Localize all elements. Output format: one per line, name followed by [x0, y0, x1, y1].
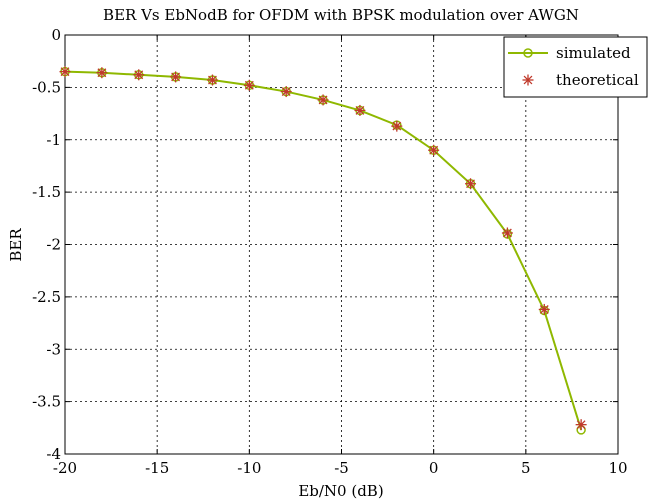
- legend-theoretical-marker: [522, 74, 534, 86]
- y-tick-label: -0.5: [32, 78, 61, 96]
- x-tick-label: -5: [334, 459, 349, 477]
- axis-ticks: -20 -15 -10 -5 0 5 10 0 -0.5 -1 -1.5 -2 -2.5 -3 -3.5 -4: [32, 26, 627, 477]
- legend-simulated-label: simulated: [556, 44, 631, 62]
- legend-simulated-marker: [523, 48, 533, 58]
- series-theoretical-point: [354, 104, 366, 116]
- x-tick-label: 10: [608, 459, 627, 477]
- series-theoretical-point: [59, 66, 71, 78]
- legend-theoretical-label: theoretical: [556, 71, 639, 89]
- x-tick-label: -10: [237, 459, 261, 477]
- x-tick-label: 0: [429, 459, 439, 477]
- y-tick-label: 0: [51, 26, 61, 44]
- legend: simulated theoretical: [503, 36, 648, 98]
- y-axis-label: BER: [7, 228, 25, 262]
- series-theoretical-point: [428, 144, 440, 156]
- x-tick-label: -15: [145, 459, 169, 477]
- legend-theoretical-asterisk: [522, 74, 534, 86]
- x-axis-label: Eb/N0 (dB): [298, 482, 383, 499]
- series-theoretical-point: [133, 69, 145, 81]
- series-theoretical-point: [501, 227, 513, 239]
- y-tick-label: -3.5: [32, 393, 61, 411]
- x-tick-label: -20: [53, 459, 77, 477]
- grid: [65, 35, 618, 454]
- series-theoretical-point: [280, 86, 292, 98]
- legend-box: [503, 36, 648, 98]
- series-theoretical-point: [96, 67, 108, 79]
- y-tick-label: -4: [46, 445, 61, 463]
- y-tick-label: -1.5: [32, 183, 61, 201]
- y-tick-label: -1: [46, 131, 61, 149]
- series-theoretical-point: [538, 303, 550, 315]
- y-tick-label: -2: [46, 236, 61, 254]
- series-theoretical-point: [317, 94, 329, 106]
- series-theoretical-point: [243, 79, 255, 91]
- series-layer: [59, 66, 587, 435]
- y-tick-label: -2.5: [32, 288, 61, 306]
- series-theoretical-point: [170, 71, 182, 83]
- series-theoretical-point: [391, 120, 403, 132]
- y-tick-label: -3: [46, 340, 61, 358]
- series-theoretical-point: [206, 74, 218, 86]
- x-tick-label: 5: [521, 459, 531, 477]
- series-theoretical-point: [575, 419, 587, 431]
- chart-title: BER Vs EbNodB for OFDM with BPSK modulat…: [103, 6, 579, 24]
- series-theoretical-point: [465, 178, 477, 190]
